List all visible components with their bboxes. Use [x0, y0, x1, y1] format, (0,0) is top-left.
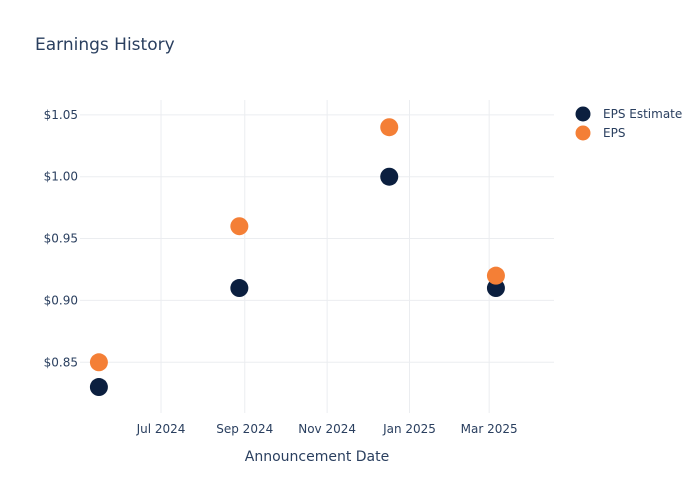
x-tick-label: Jul 2024: [136, 422, 186, 436]
series-eps-estimate: [89, 167, 505, 397]
x-tick-label: Mar 2025: [461, 422, 518, 436]
legend-label: EPS Estimate: [603, 107, 682, 121]
data-point[interactable]: [230, 217, 249, 236]
data-point[interactable]: [89, 353, 108, 372]
y-tick-label: $0.85: [44, 355, 78, 369]
x-tick-label: Jan 2025: [382, 422, 436, 436]
grid-lines: [80, 100, 554, 413]
data-points: [89, 118, 505, 397]
y-tick-label: $1.05: [44, 108, 78, 122]
data-point[interactable]: [380, 118, 399, 137]
legend: EPS Estimate EPS: [575, 106, 682, 141]
y-tick-label: $1.00: [44, 170, 78, 184]
data-point[interactable]: [380, 167, 399, 186]
x-axis-ticks: Jul 2024 Sep 2024 Nov 2024 Jan 2025 Mar 2025: [136, 422, 518, 436]
y-tick-label: $0.90: [44, 293, 78, 307]
legend-marker: [575, 106, 591, 122]
legend-label: EPS: [603, 126, 625, 140]
x-tick-label: Sep 2024: [216, 422, 273, 436]
data-point[interactable]: [230, 279, 249, 298]
data-point[interactable]: [89, 378, 108, 397]
y-axis-ticks: $0.85 $0.90 $0.95 $1.00 $1.05: [44, 108, 78, 369]
data-point[interactable]: [486, 279, 505, 298]
series-eps: [89, 118, 505, 372]
chart-title: Earnings History: [35, 35, 175, 55]
data-point[interactable]: [486, 266, 505, 285]
x-axis-title: Announcement Date: [245, 449, 389, 465]
y-tick-label: $0.95: [44, 232, 78, 246]
legend-marker: [575, 125, 591, 141]
x-tick-label: Nov 2024: [298, 422, 356, 436]
